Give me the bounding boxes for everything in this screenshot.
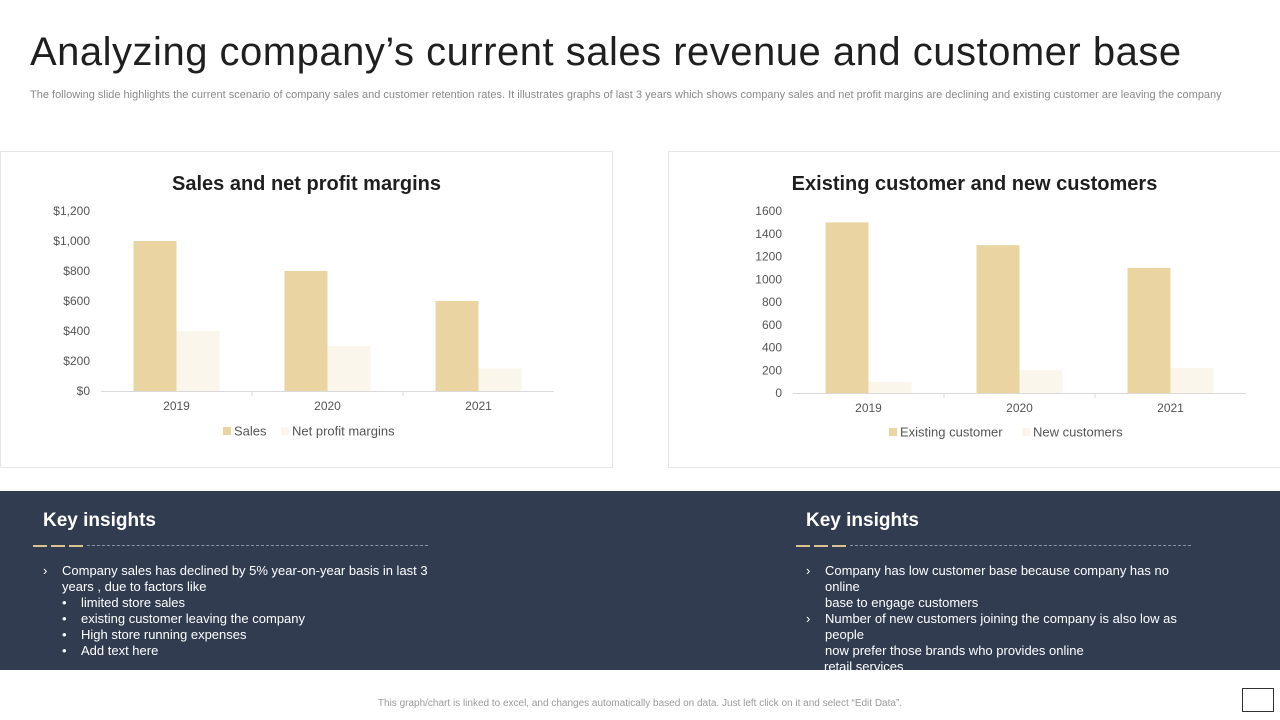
- bar-sales-2020: [284, 271, 328, 391]
- y-tick-label: $200: [63, 354, 90, 368]
- y-tick-label: 600: [762, 318, 782, 332]
- bar-new-customers-2019: [868, 381, 912, 393]
- customers-chart-panel[interactable]: Existing customer and new customers 0 200…: [668, 151, 1280, 468]
- x-tick-label: 2021: [1157, 401, 1184, 415]
- list-item: now prefer those brands who provides onl…: [825, 643, 1084, 658]
- bar-existing-customer-2020: [976, 245, 1020, 393]
- bar-sales-2021: [435, 301, 479, 391]
- list-item[interactable]: › Add text here: [806, 675, 903, 690]
- list-item: • limited store sales: [62, 595, 186, 610]
- slide-subtitle: The following slide highlights the curre…: [30, 89, 1222, 101]
- y-tick-label: 1200: [755, 250, 782, 264]
- list-item: years , due to factors like: [62, 579, 207, 594]
- y-tick-label: 0: [775, 386, 782, 400]
- list-item: • existing customer leaving the company: [62, 611, 306, 626]
- y-tick-label: 200: [762, 363, 782, 377]
- chevron-icon: ›: [806, 611, 811, 626]
- insights-right-list: › Company has low customer base because …: [806, 563, 1206, 691]
- y-tick-label: 1400: [755, 227, 782, 241]
- bar-new-customers-2021: [1170, 367, 1214, 393]
- bar-existing-customer-2021: [1127, 267, 1171, 393]
- list-item: retail services: [824, 659, 904, 674]
- y-tick-label: $600: [63, 294, 90, 308]
- list-item[interactable]: • Add text here: [62, 643, 159, 658]
- bar-existing-customer-2019: [825, 222, 869, 393]
- customers-chart-title: Existing customer and new customers: [791, 173, 1158, 195]
- insights-right: Key insights › Company has low customer …: [796, 510, 1206, 691]
- sales-chart: $0 $200 $400 $600 $800 $1,000 $1,200 2019 2020 20…: [53, 204, 554, 439]
- insights-band: Key insights › Company sales has decline…: [0, 491, 1280, 690]
- bullet-icon: •: [62, 627, 67, 642]
- bullet-icon: •: [62, 643, 67, 658]
- bar-sales-2019: [133, 241, 177, 391]
- list-item: › Number of new customers joining the co…: [806, 611, 1177, 642]
- customers-chart: 0 200 400 600 800 1000 1200 1400 1600 2019 2020 202…: [755, 204, 1246, 440]
- heading-divider: [796, 541, 1191, 551]
- y-tick-label: 400: [762, 341, 782, 355]
- heading-divider: [33, 541, 428, 551]
- legend-label: Net profit margins: [292, 424, 395, 439]
- y-tick-label: $800: [63, 264, 90, 278]
- legend-swatch: [889, 428, 897, 436]
- legend-swatch: [1022, 428, 1030, 436]
- bar-net-profit-margins-2020: [327, 346, 371, 391]
- x-tick-label: 2021: [465, 399, 492, 413]
- bar-new-customers-2020: [1019, 370, 1063, 393]
- y-tick-label: $400: [63, 324, 90, 338]
- y-tick-label: 1000: [755, 272, 782, 286]
- sales-chart-panel[interactable]: Sales and net profit margins $0 $200 $400 $…: [0, 151, 613, 468]
- legend-swatch: [281, 427, 289, 435]
- bar-net-profit-margins-2021: [478, 368, 522, 391]
- y-tick-label: $1,200: [53, 204, 90, 218]
- legend-label: New customers: [1033, 425, 1123, 440]
- slide-title: Analyzing company’s current sales revenu…: [30, 30, 1182, 74]
- y-tick-label: 800: [762, 295, 782, 309]
- chevron-icon: ›: [806, 675, 811, 690]
- bar-net-profit-margins-2019: [176, 331, 220, 391]
- x-tick-label: 2020: [1006, 401, 1033, 415]
- y-tick-label: 1600: [755, 204, 782, 218]
- list-item: base to engage customers: [825, 595, 979, 610]
- chevron-icon: ›: [806, 563, 811, 578]
- footer-note: This graph/chart is linked to excel, and…: [377, 698, 903, 709]
- y-tick-label: $1,000: [53, 234, 90, 248]
- bullet-icon: •: [62, 595, 67, 610]
- x-tick-label: 2020: [314, 399, 341, 413]
- chevron-icon: ›: [43, 563, 48, 578]
- insights-left-heading: Key insights: [43, 510, 156, 531]
- list-item: • High store running expenses: [62, 627, 247, 642]
- legend-swatch: [223, 427, 231, 435]
- list-item: › Company sales has declined by 5% year-…: [43, 563, 428, 578]
- legend-label: Existing customer: [900, 425, 1003, 440]
- insights-right-heading: Key insights: [806, 510, 919, 531]
- bullet-icon: •: [62, 611, 67, 626]
- insights-left-list: › Company sales has declined by 5% year-…: [43, 563, 443, 659]
- slide-corner-box: [1242, 688, 1274, 712]
- x-tick-label: 2019: [163, 399, 190, 413]
- x-tick-label: 2019: [855, 401, 882, 415]
- insights-left: Key insights › Company sales has decline…: [33, 510, 443, 659]
- legend-label: Sales: [234, 424, 267, 439]
- list-item: › Company has low customer base because …: [806, 563, 1169, 594]
- y-tick-label: $0: [77, 384, 91, 398]
- sales-chart-title: Sales and net profit margins: [172, 173, 441, 195]
